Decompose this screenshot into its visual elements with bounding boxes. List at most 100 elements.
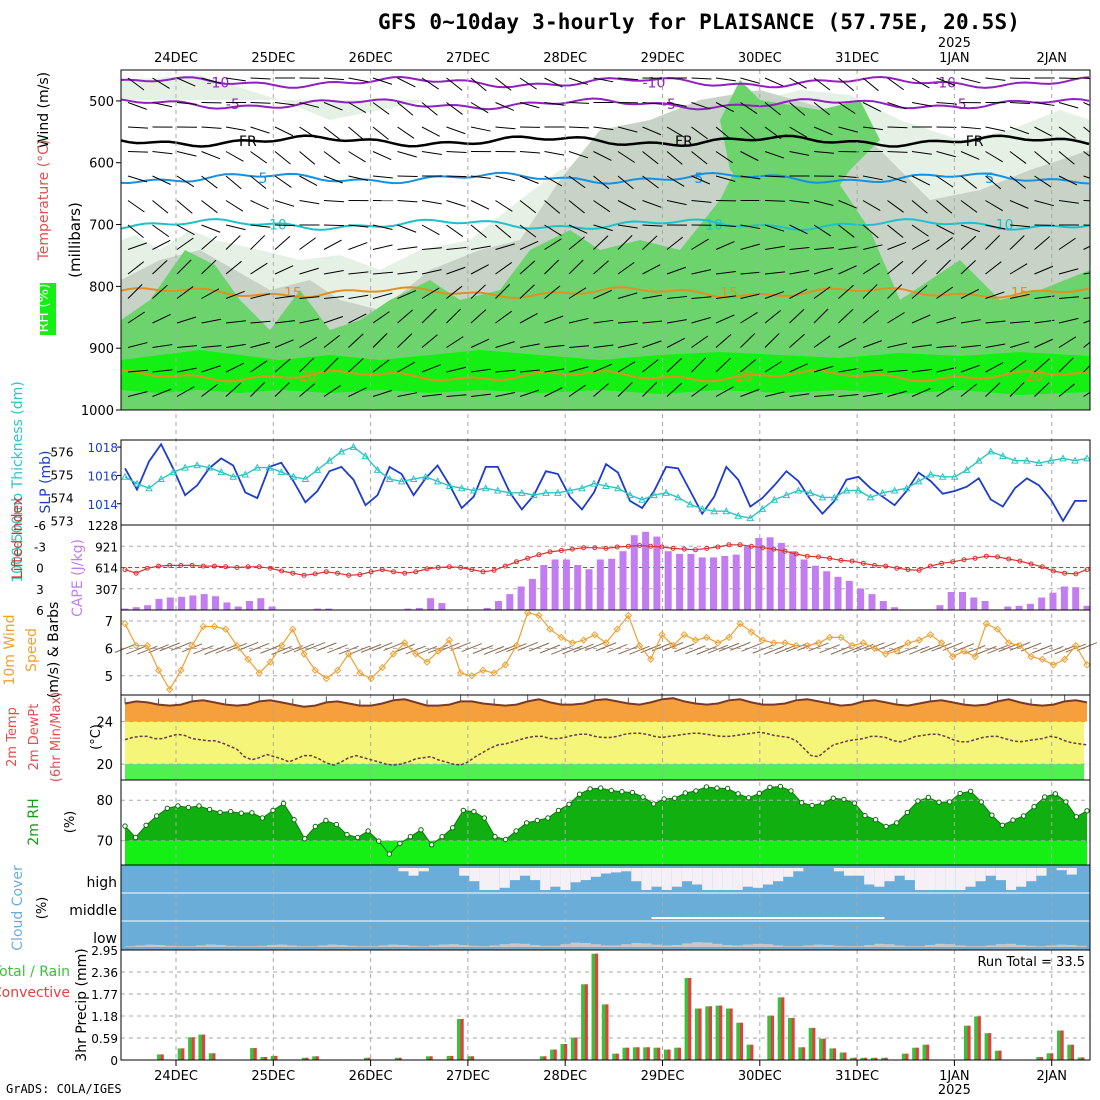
wind-barb [397,77,416,88]
wind-barb [568,366,589,373]
wind-speed-point [221,625,230,633]
wind-barb [152,77,170,89]
cloud-low-bar [1066,945,1077,947]
cape-bar [121,608,129,610]
wind-barb [470,200,490,210]
cape-bar [483,607,491,610]
temp-fill [125,698,1087,722]
wind-barb-10m [707,644,729,654]
wind-barb [666,151,683,165]
cloud-high-clear-bar [590,868,601,877]
wind-barb [519,284,535,299]
wind-barb [152,388,172,397]
dew-fill [125,721,1084,765]
wind-barb [740,388,760,397]
wind-barb [740,151,759,162]
rh-tick-label: 80 [96,794,113,809]
wind-barb [348,224,369,228]
thickness-point [962,465,971,473]
lifted-index-point [637,543,643,548]
wind-speed-point [579,636,588,644]
wind-barb-10m [249,642,270,652]
wind-barb [299,200,320,205]
wind-barb [372,271,393,275]
precip-convective-bar [543,1056,547,1060]
thickness-point [457,484,466,492]
wind-barb-10m [349,645,371,655]
lifted-index-point [849,558,855,564]
lifted-index-point [804,553,810,559]
cape-bar [959,592,966,610]
lifted-index-point [782,548,788,554]
thickness-point [818,493,827,501]
upper-air-frame [120,69,1091,411]
cloud-high-clear-bar [722,868,733,890]
wind-barb [715,224,736,227]
precip-total-bar [705,1006,711,1060]
precip-total-bar [653,1047,660,1060]
cloud-low-bar [1006,943,1017,947]
wind-barb [519,260,536,275]
wind-barb [127,261,145,275]
wind-speed-point [803,641,812,650]
cape-bar [517,586,525,610]
wind-barb [421,77,439,90]
wind-barb [1009,320,1030,324]
thickness-point [842,486,851,494]
wind-barb [1083,102,1090,106]
precip-convective-bar [739,1022,743,1060]
thickness-point [710,507,719,515]
wind-barb [911,175,931,186]
temperature-contour-label: -5 [662,97,676,113]
wind-barb [544,387,563,397]
wind-barb-10m [461,643,482,653]
cloud-low-bar [408,945,419,947]
thickness-point [686,500,695,508]
thickness-point [1023,456,1031,464]
wind-barb [397,270,418,275]
wind-barb [225,126,246,132]
wind-barb [911,284,928,299]
pressure-tick-label: 1000 [81,404,114,419]
lifted-index-point [301,572,307,578]
precip-convective-bar [967,1025,971,1060]
wind-barb [323,151,341,164]
precip-total-bar [726,1008,732,1060]
li-tick-label: -3 [34,540,46,554]
cloud-ylabel-part: Cloud Cover [10,865,26,951]
wind-barb [862,369,883,373]
thickness-point [998,452,1007,460]
rh-point [714,785,720,791]
panel-frames [116,69,1091,1066]
wind-barb [446,200,466,207]
precip-convective-bar [253,1048,257,1060]
precip-convective-bar [450,1055,454,1060]
cape-bar [879,601,887,610]
wind-barb [960,126,981,130]
cloud-low-bar [995,944,1006,947]
cape-bar [789,551,797,610]
cape-bar [845,580,853,610]
wind-barb [617,175,634,190]
thickness-ylabel: 1000-500mb Thickness (dm) [10,381,26,582]
wind-barb [372,77,393,85]
precip-total-bar [829,1048,836,1060]
cloud-high-clear-bar [742,868,753,887]
precip-convective-bar [595,953,599,1060]
cloud-low-bar [449,944,460,947]
wind-barb [666,357,682,373]
cloud-low-bar [125,946,136,947]
wind-barb [225,320,246,324]
wind-barb [715,314,735,324]
cape-bar [246,601,253,610]
wind-barb [715,241,735,250]
cloud-mid-bar [833,917,844,919]
lifted-index-point [435,565,441,570]
wind-barb-10m [383,642,404,652]
wind-speed-point [781,639,789,647]
panel-fills: -10-10-10-5-5-5FRFRFR5551010101515152020… [40,70,1090,950]
wind-barb [887,241,907,250]
cloud-low-bar [590,944,601,947]
cloud-high-clear-bar [479,868,490,890]
wind-barb-10m [148,644,169,654]
